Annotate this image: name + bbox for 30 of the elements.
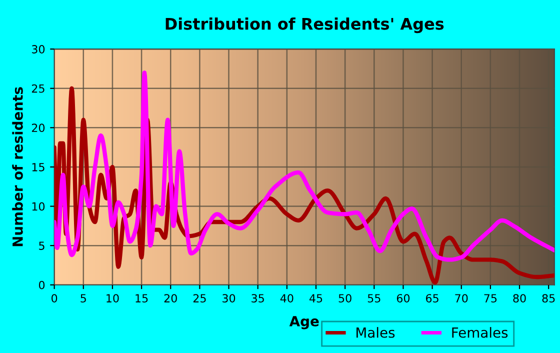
y-tick-label: 30 <box>32 45 45 54</box>
x-tick-label: 0 <box>52 294 58 302</box>
x-tick-label: 55 <box>368 294 380 302</box>
y-tick-label: 25 <box>32 84 44 93</box>
chart-title: Distribution of Residents' Ages <box>166 17 444 34</box>
x-tick-label: 70 <box>455 294 468 302</box>
x-tick-label: 65 <box>426 294 438 302</box>
x-tick-label: 75 <box>484 294 497 302</box>
x-tick-label: 30 <box>222 294 236 302</box>
x-tick-label: 60 <box>396 294 410 302</box>
x-tick-label: 15 <box>136 294 148 302</box>
x-tick-label: 35 <box>252 294 264 302</box>
x-tick-label: 40 <box>280 294 294 302</box>
y-tick-label: 20 <box>32 124 45 132</box>
y-tick-label: 15 <box>32 163 44 172</box>
x-tick-label: 10 <box>106 294 119 302</box>
y-tick-label: 0 <box>38 280 45 290</box>
y-tick-label: 10 <box>32 202 45 211</box>
y-tick-label: 5 <box>39 242 44 250</box>
x-tick-label: 85 <box>542 294 555 302</box>
y-axis-title: Number of residents <box>12 87 23 246</box>
x-axis-title: Age <box>289 316 319 330</box>
legend-label: Males <box>356 327 395 338</box>
x-tick-label: 25 <box>193 294 206 302</box>
x-tick-label: 5 <box>80 294 86 302</box>
x-tick-label: 20 <box>164 294 177 302</box>
x-tick-label: 50 <box>338 294 352 302</box>
x-tick-label: 45 <box>309 294 322 302</box>
legend-label: Females <box>452 327 508 338</box>
x-tick-label: 80 <box>513 294 526 302</box>
